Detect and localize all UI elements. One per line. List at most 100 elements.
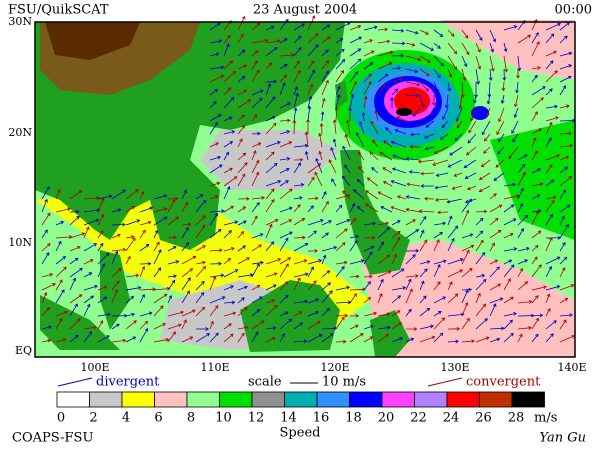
wind-vector-head — [220, 74, 225, 79]
wind-vector-head — [43, 291, 48, 296]
wind-vector — [223, 141, 233, 148]
wind-vector — [447, 258, 464, 265]
wind-vector — [545, 33, 555, 44]
wind-vector — [167, 311, 184, 317]
wind-vector-head — [330, 147, 334, 151]
wind-vector — [279, 64, 288, 70]
wind-vector — [251, 233, 263, 239]
wind-vector-head — [107, 312, 111, 317]
wind-vector-head — [542, 86, 546, 90]
wind-vector — [279, 168, 290, 174]
wind-vector — [237, 125, 245, 135]
wind-vector-head — [528, 326, 532, 330]
wind-vector-head — [256, 201, 260, 206]
wind-vector-head — [214, 195, 219, 199]
wind-vector-head — [358, 121, 363, 125]
wind-vector-head — [490, 48, 495, 53]
wind-vector-head — [369, 336, 374, 340]
wind-vector — [279, 295, 289, 304]
wind-vector-head — [74, 257, 79, 262]
wind-vector-head — [393, 253, 398, 258]
wind-vector — [365, 190, 379, 200]
wind-vector-head — [259, 296, 263, 300]
wind-vector — [237, 99, 251, 109]
wind-vector — [397, 195, 407, 200]
wind-vector-head — [299, 196, 303, 200]
wind-vector-head — [218, 39, 223, 44]
wind-vector — [209, 89, 218, 96]
wind-vector-head — [325, 232, 329, 236]
wind-vector — [265, 116, 276, 122]
colorbar-box — [284, 391, 318, 408]
wind-vector-head — [202, 199, 207, 204]
wind-vector-head — [562, 189, 566, 194]
wind-vector — [363, 281, 371, 291]
wind-vector — [237, 114, 245, 122]
wind-vector — [153, 230, 158, 239]
wind-vector — [362, 112, 365, 122]
wind-vector — [363, 26, 378, 31]
wind-vector-head — [388, 62, 393, 66]
wind-vector-head — [219, 248, 223, 253]
wind-vector — [111, 249, 126, 252]
wind-vector — [419, 295, 427, 304]
wind-vector-head — [272, 326, 277, 330]
wind-vector — [153, 216, 168, 226]
wind-vector — [251, 285, 260, 291]
wind-vector-head — [413, 327, 418, 331]
wind-vector-head — [103, 296, 108, 301]
wind-vector — [335, 286, 350, 291]
wind-vector — [293, 184, 304, 187]
wind-vector — [461, 55, 467, 67]
wind-vector-head — [534, 150, 538, 155]
wind-vector-head — [78, 190, 83, 194]
wind-vector-head — [474, 94, 478, 99]
footer-left: COAPS-FSU — [12, 431, 93, 446]
wind-vector-head — [427, 115, 432, 120]
wind-vector-head — [516, 75, 520, 79]
wind-vector-head — [287, 118, 291, 123]
wind-vector — [55, 189, 61, 200]
wind-vector-head — [336, 94, 341, 98]
wind-vector-head — [246, 196, 250, 201]
wind-vector — [209, 274, 224, 278]
wind-vector — [489, 29, 496, 42]
wind-vector — [383, 181, 393, 187]
wind-vector — [372, 140, 379, 148]
wind-vector — [293, 35, 302, 44]
wind-vector — [481, 159, 491, 167]
wind-vector-head — [357, 48, 362, 52]
wind-vector-head — [271, 115, 276, 120]
wind-vector — [209, 101, 217, 109]
wind-vector-head — [285, 167, 290, 172]
wind-vector — [475, 68, 479, 85]
wind-vector-head — [116, 280, 120, 285]
wind-vector-head — [447, 164, 452, 168]
wind-vector — [419, 68, 430, 77]
wind-vector-head — [400, 53, 405, 58]
wind-vector — [223, 116, 233, 122]
wind-vector — [447, 68, 452, 77]
wind-vector — [251, 69, 260, 83]
wind-vector — [349, 58, 362, 70]
wind-vector — [293, 340, 307, 343]
wind-vector-head — [492, 38, 497, 43]
wind-vector-head — [370, 50, 375, 54]
wind-vector — [209, 182, 220, 187]
wind-vector — [559, 76, 572, 83]
wind-vector-head — [326, 307, 331, 312]
wind-vector-head — [417, 57, 422, 62]
wind-vector — [111, 339, 126, 343]
wind-vector — [517, 164, 526, 174]
wind-vector — [391, 237, 400, 252]
wind-vector-head — [214, 212, 218, 217]
wind-vector — [346, 120, 351, 135]
wind-vector — [531, 194, 541, 200]
wind-vector-head — [274, 218, 279, 223]
wind-vector-head — [253, 114, 258, 118]
wind-vector — [321, 282, 331, 291]
wind-vector — [305, 132, 309, 148]
wind-vector-head — [108, 194, 113, 199]
wind-vector-head — [381, 83, 386, 88]
wind-vector — [395, 129, 407, 135]
